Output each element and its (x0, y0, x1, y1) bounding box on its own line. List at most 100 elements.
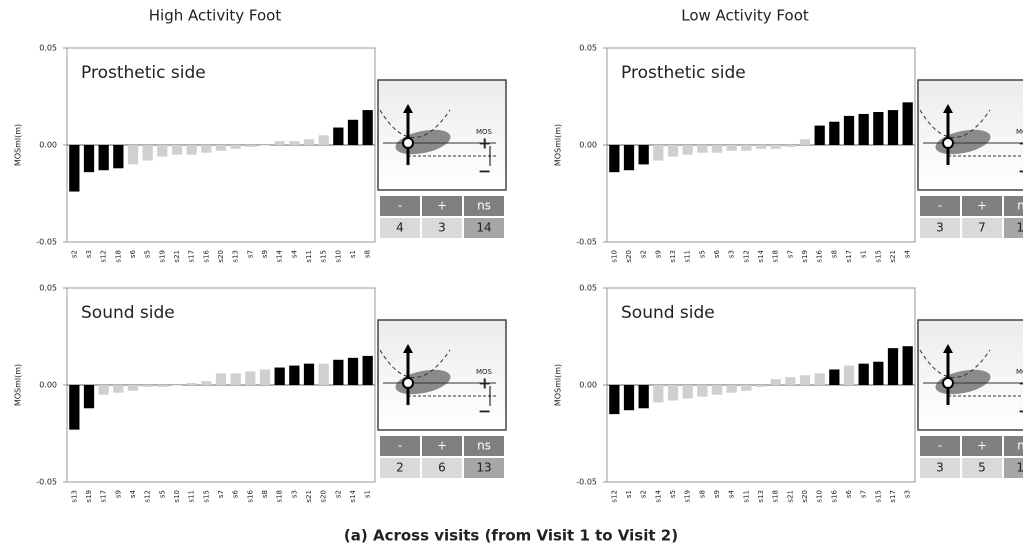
bar (289, 366, 299, 385)
x-tick-label: s12 (742, 250, 750, 263)
y-tick-label: 0.00 (579, 381, 597, 390)
x-tick-label: s16 (202, 249, 210, 262)
bar (668, 385, 678, 401)
x-tick-label: s18 (114, 250, 122, 263)
inset-diagram: MOS+−-3+7ns11 (918, 80, 1023, 238)
bar (216, 145, 226, 151)
bar (683, 145, 693, 155)
bar (275, 141, 285, 145)
x-tick-label: s3 (85, 250, 93, 258)
bar (873, 362, 883, 385)
x-tick-label: s8 (261, 490, 269, 498)
bar (653, 385, 663, 402)
bar (653, 145, 663, 161)
x-tick-label: s12 (610, 490, 618, 503)
bar (348, 358, 358, 385)
table-header: ns (1017, 199, 1023, 213)
minus-label: − (1018, 402, 1023, 421)
table-count: 6 (438, 461, 446, 475)
bar (99, 385, 109, 395)
bar (903, 102, 913, 145)
table-count: 3 (438, 221, 446, 235)
x-tick-label: s4 (904, 249, 912, 258)
bar (289, 141, 299, 145)
x-tick-label: s19 (158, 250, 166, 263)
bar (771, 145, 781, 149)
y-tick-label: 0.00 (579, 141, 597, 150)
x-tick-label: s6 (129, 249, 137, 258)
x-tick-label: s20 (320, 490, 328, 503)
x-tick-label: s4 (728, 489, 736, 498)
bar (99, 145, 109, 170)
bar (84, 145, 94, 172)
table-count: 4 (396, 221, 404, 235)
x-tick-label: s5 (669, 490, 677, 498)
com-marker (943, 138, 953, 148)
x-tick-label: s10 (816, 490, 824, 503)
bar (348, 120, 358, 145)
x-tick-label: s2 (334, 490, 342, 498)
bar (69, 145, 79, 192)
bar (697, 145, 707, 153)
x-tick-label: s12 (100, 250, 108, 263)
chart-title: Prosthetic side (81, 63, 206, 83)
x-tick-label: s21 (173, 250, 181, 263)
bar (756, 145, 766, 149)
x-tick-label: s10 (610, 250, 618, 263)
x-tick-label: s5 (698, 250, 706, 258)
x-tick-label: s11 (188, 490, 196, 503)
x-tick-label: s10 (334, 250, 342, 263)
x-tick-label: s7 (217, 490, 225, 498)
bar (800, 375, 810, 385)
y-axis-label: MOSml(m) (14, 124, 23, 166)
bar (84, 385, 94, 408)
x-tick-label: s14 (654, 489, 662, 502)
table-header: - (938, 439, 942, 453)
y-axis-label: MOSml(m) (554, 124, 563, 166)
x-tick-label: s20 (625, 250, 633, 263)
bar (668, 145, 678, 157)
x-tick-label: s8 (830, 250, 838, 258)
x-tick-label: s10 (173, 490, 181, 503)
x-tick-label: s15 (320, 250, 328, 263)
x-tick-label: s6 (713, 249, 721, 258)
y-tick-label: -0.05 (576, 478, 597, 487)
x-tick-label: s16 (830, 489, 838, 502)
bar (260, 369, 270, 385)
bar (873, 112, 883, 145)
x-tick-label: s19 (684, 490, 692, 503)
bar (143, 385, 153, 387)
chart-title: Sound side (621, 303, 715, 323)
plus-label: + (1018, 374, 1023, 393)
x-tick-label: s14 (757, 249, 765, 262)
y-axis-label: MOSml(m) (554, 364, 563, 406)
table-count: 13 (1016, 461, 1023, 475)
bar (172, 145, 182, 155)
x-tick-label: s15 (202, 490, 210, 503)
bar (829, 369, 839, 385)
x-tick-label: s6 (845, 489, 853, 498)
x-tick-label: s18 (276, 490, 284, 503)
minus-label: − (478, 402, 491, 421)
bar (859, 114, 869, 145)
table-count: 3 (936, 221, 944, 235)
x-tick-label: s14 (349, 489, 357, 502)
x-tick-label: s1 (364, 490, 372, 498)
bar (639, 385, 649, 408)
inset-diagram: MOS+−-2+6ns13 (378, 320, 506, 478)
x-tick-label: s13 (232, 250, 240, 263)
table-header: - (938, 199, 942, 213)
bar (157, 145, 167, 157)
bar (639, 145, 649, 164)
table-count: 7 (978, 221, 986, 235)
x-tick-label: s1 (349, 250, 357, 258)
x-tick-label: s16 (246, 489, 254, 502)
table-header: - (398, 199, 402, 213)
bar (231, 145, 241, 149)
bar (859, 364, 869, 385)
com-marker (403, 378, 413, 388)
bar (157, 385, 167, 387)
x-tick-label: s13 (669, 250, 677, 263)
bar (275, 368, 285, 385)
plus-label: + (478, 374, 491, 393)
